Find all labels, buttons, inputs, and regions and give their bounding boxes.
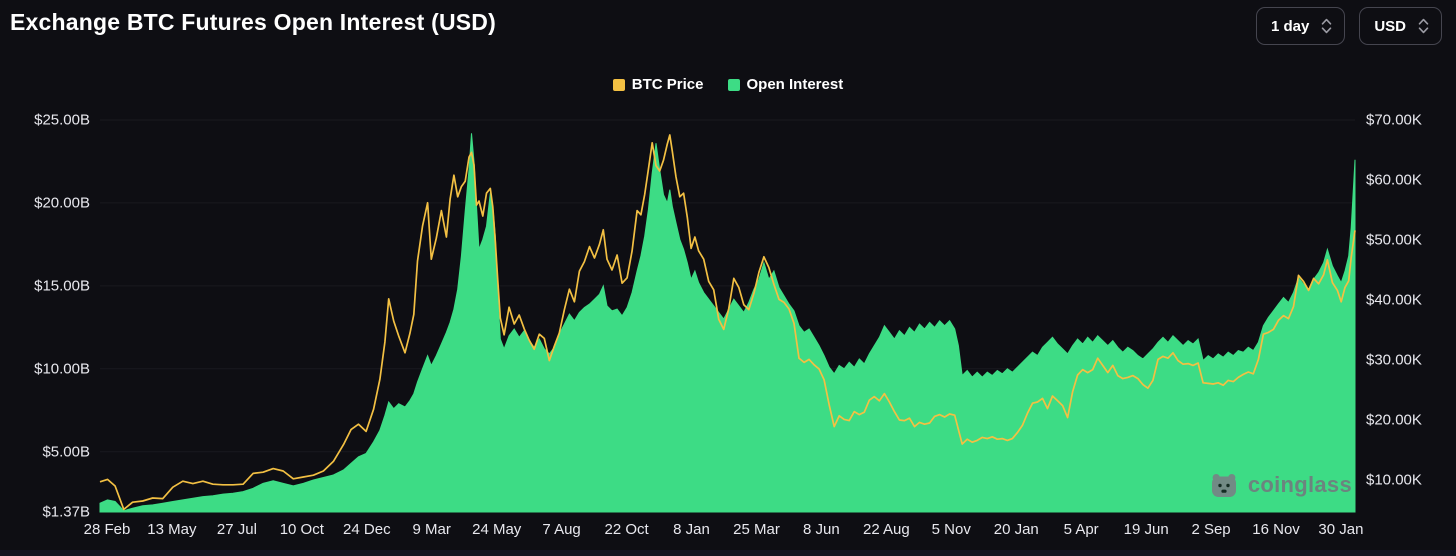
currency-select-value: USD [1374,17,1406,35]
chevron-updown-icon [1322,18,1332,34]
coinglass-logo-icon [1211,474,1236,497]
interval-select-value: 1 day [1270,17,1310,35]
legend-item-open-interest[interactable]: Open Interest [727,76,844,93]
legend-item-btc-price[interactable]: BTC Price [612,76,704,93]
btc-price-swatch-icon [612,78,625,91]
open-interest-swatch-icon [727,78,740,91]
page-bottom-strip [0,550,1456,556]
legend-label-btc-price: BTC Price [631,76,704,93]
coinglass-watermark: coinglass [1209,470,1352,500]
chart-controls: 1 day USD [1255,7,1442,45]
chart-legend: BTC Price Open Interest [0,76,1456,93]
btc-price-line [99,134,1356,511]
coinglass-wordmark: coinglass [1247,472,1352,497]
legend-label-open-interest: Open Interest [746,76,844,93]
open-interest-area [99,133,1356,513]
interval-select[interactable]: 1 day [1255,7,1346,45]
chevron-updown-icon [1418,18,1429,34]
page-title: Exchange BTC Futures Open Interest (USD) [10,9,496,35]
currency-select[interactable]: USD [1359,7,1442,45]
